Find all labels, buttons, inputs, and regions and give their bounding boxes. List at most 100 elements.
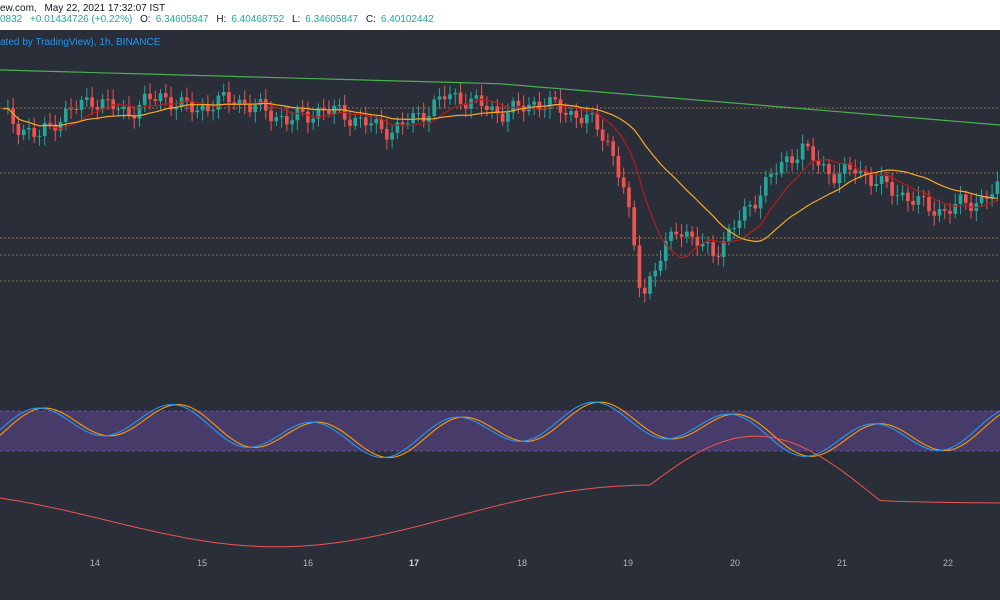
candle-body: [269, 110, 273, 122]
candle-body: [495, 106, 500, 114]
candle-body: [348, 119, 352, 126]
candle-body: [227, 92, 231, 103]
candle-body: [632, 207, 637, 246]
candle-body: [253, 105, 258, 113]
candle-body: [663, 240, 668, 261]
candle-body: [142, 93, 147, 105]
candle-body: [811, 146, 815, 161]
candle-body: [869, 174, 873, 187]
candle-body: [700, 243, 705, 247]
candle-body: [379, 119, 384, 130]
candle-body: [574, 110, 579, 118]
candle-body: [448, 94, 452, 100]
candle-body: [753, 204, 758, 209]
candle-body: [306, 111, 310, 123]
candle-body: [674, 231, 679, 235]
candle-body: [832, 174, 837, 184]
candle-body: [737, 220, 742, 228]
last-price-fragment: 0832: [0, 14, 23, 25]
candle-body: [711, 242, 715, 257]
candle-body: [185, 97, 189, 102]
candle-body: [63, 108, 68, 122]
candle-body: [353, 117, 358, 126]
candle-body: [658, 260, 663, 271]
candle-body: [769, 174, 773, 178]
candle-body: [627, 187, 631, 208]
candle-body: [290, 120, 294, 125]
candle-body: [858, 170, 863, 174]
x-tick-label: 15: [197, 558, 207, 568]
candle-body: [848, 163, 852, 170]
candle-body: [421, 112, 426, 122]
candle-body: [806, 143, 810, 147]
candle-body: [416, 112, 421, 114]
oscillator-line: [0, 435, 1000, 548]
candle-body: [879, 175, 884, 184]
candle-body: [316, 108, 321, 119]
candle-body: [158, 93, 163, 102]
candle-body: [132, 115, 137, 119]
candle-body: [48, 123, 52, 125]
candle-body: [585, 114, 589, 124]
candle-body: [211, 109, 215, 112]
candle-body: [395, 122, 400, 133]
candle-body: [200, 105, 205, 111]
candle-body: [79, 100, 84, 110]
candle-body: [453, 92, 458, 95]
oscillator-panel: [0, 435, 1000, 548]
candle-body: [216, 95, 221, 110]
chart-header: ew.com, May 22, 2021 17:32:07 IST 0832 +…: [0, 0, 1000, 30]
candle-body: [221, 92, 226, 96]
price-change: +0.01434726 (+0.22%): [30, 14, 133, 25]
candle-body: [911, 200, 915, 205]
candle-body: [363, 117, 368, 126]
candle-body: [485, 105, 489, 110]
candle-body: [169, 97, 173, 110]
candle-body: [790, 156, 794, 164]
candle-body: [816, 160, 821, 166]
candle-body: [942, 208, 947, 211]
candle-body: [616, 155, 621, 178]
candle-body: [390, 132, 394, 140]
candle-body: [885, 175, 889, 183]
x-axis: 14 15 16 17 18 19 20 21 22: [90, 558, 953, 568]
candle-body: [990, 194, 994, 199]
candle-body: [532, 101, 537, 105]
candle-body: [895, 195, 900, 197]
candle-body: [916, 196, 921, 205]
candle-body: [590, 113, 594, 115]
candle-body: [569, 110, 573, 115]
low-label: L:: [291, 14, 301, 25]
candle-body: [874, 183, 879, 187]
candle-body: [32, 127, 37, 137]
candle-body: [163, 93, 168, 98]
candle-body: [958, 194, 963, 204]
candle-body: [27, 127, 31, 130]
high-label: H:: [216, 14, 227, 25]
candle-body: [411, 113, 415, 124]
candle-body: [890, 182, 894, 196]
candle-body: [716, 256, 721, 258]
candle-body: [406, 123, 410, 125]
candle-body: [653, 270, 658, 277]
candlestick-chart[interactable]: 14 15 16 17 18 19 20 21 22: [0, 30, 1000, 600]
candle-body: [58, 121, 63, 131]
candle-body: [42, 123, 47, 136]
candle-body: [785, 156, 789, 163]
candle-body: [174, 107, 179, 110]
x-tick-label: 17: [409, 558, 419, 568]
candle-body: [637, 245, 642, 288]
candle-body: [111, 99, 115, 110]
candle-body: [432, 99, 437, 117]
candle-body: [979, 196, 984, 204]
source-text: ew.com,: [0, 3, 37, 14]
candle-body: [821, 164, 826, 166]
high-value: 6.40468752: [231, 14, 285, 25]
candle-body: [148, 93, 152, 100]
candle-body: [837, 173, 842, 184]
candle-body: [906, 192, 910, 201]
candle-body: [490, 106, 494, 110]
candle-body: [437, 96, 442, 100]
candle-body: [374, 119, 379, 124]
price-levels: [0, 107, 1000, 282]
